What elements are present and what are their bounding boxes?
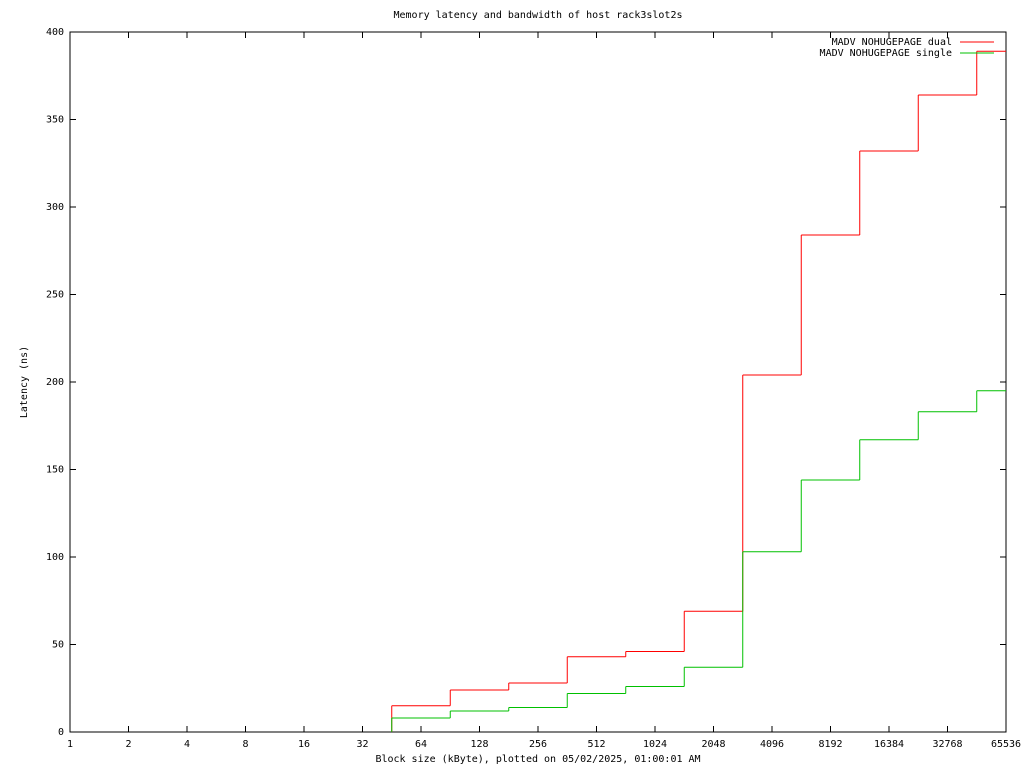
x-tick-label: 32	[356, 739, 368, 750]
legend-label: MADV NOHUGEPAGE dual	[832, 37, 952, 48]
y-tick-label: 350	[46, 115, 64, 126]
legend-label: MADV NOHUGEPAGE single	[820, 48, 952, 59]
y-tick-label: 50	[52, 640, 64, 651]
y-tick-label: 100	[46, 552, 64, 563]
x-tick-label: 1	[67, 739, 73, 750]
x-tick-label: 16	[298, 739, 310, 750]
y-axis-label: Latency (ns)	[19, 346, 30, 418]
x-tick-label: 4096	[760, 739, 784, 750]
x-tick-label: 64	[415, 739, 427, 750]
y-tick-label: 0	[58, 727, 64, 738]
x-axis-label: Block size (kByte), plotted on 05/02/202…	[375, 754, 700, 765]
x-tick-label: 16384	[874, 739, 904, 750]
x-tick-label: 4	[184, 739, 190, 750]
x-tick-label: 8192	[818, 739, 842, 750]
x-tick-label: 65536	[991, 739, 1021, 750]
y-tick-label: 400	[46, 27, 64, 38]
chart-title: Memory latency and bandwidth of host rac…	[394, 10, 683, 21]
x-tick-label: 2	[125, 739, 131, 750]
y-tick-label: 200	[46, 377, 64, 388]
x-tick-label: 8	[242, 739, 248, 750]
y-tick-label: 300	[46, 202, 64, 213]
plot-frame	[69, 31, 1007, 733]
y-tick-label: 150	[46, 465, 64, 476]
x-tick-label: 128	[470, 739, 488, 750]
x-tick-label: 1024	[643, 739, 667, 750]
y-tick-label: 250	[46, 290, 64, 301]
plot-area	[391, 50, 1006, 732]
x-tick-label: 512	[587, 739, 605, 750]
x-tick-label: 256	[529, 739, 547, 750]
x-tick-label: 2048	[701, 739, 725, 750]
x-tick-label: 32768	[932, 739, 962, 750]
